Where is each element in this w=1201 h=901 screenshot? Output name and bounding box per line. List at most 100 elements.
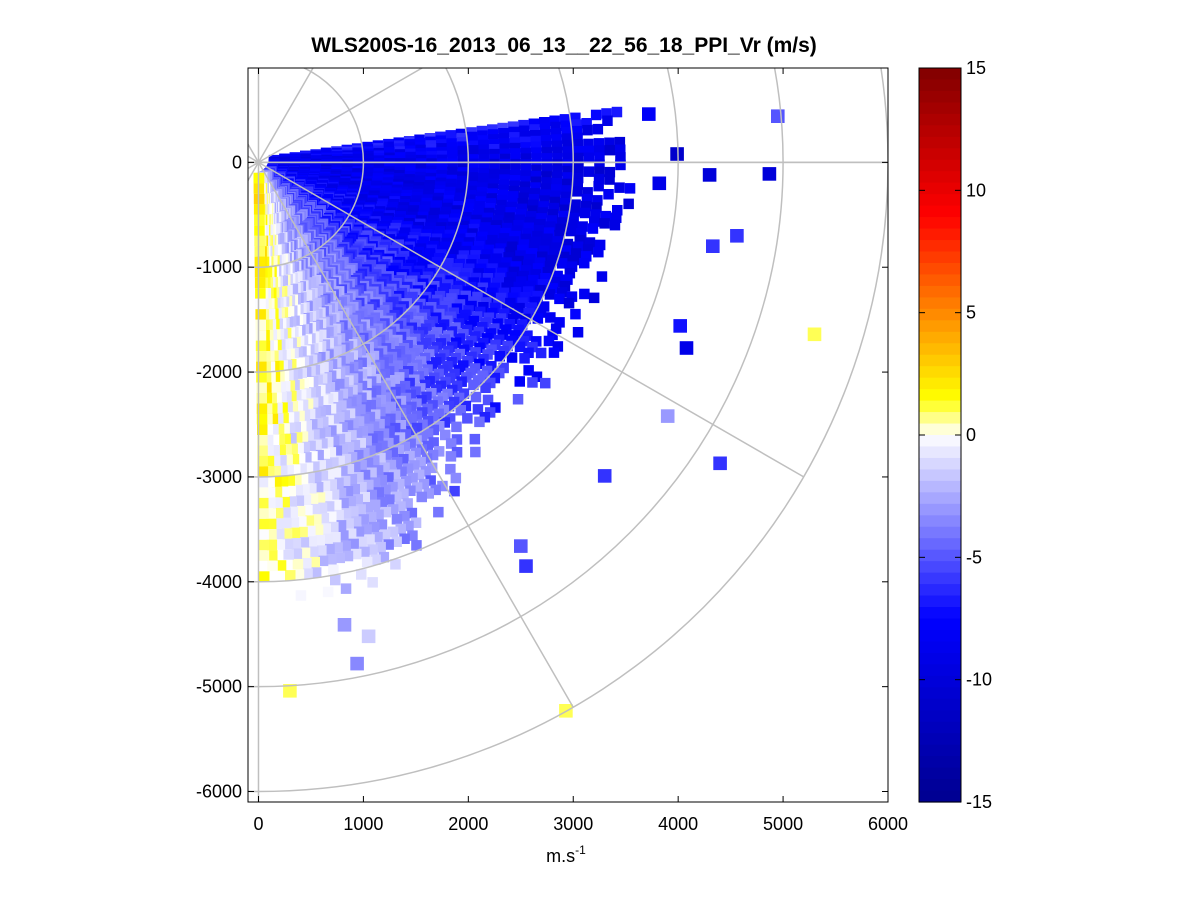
velocity-cell [508,266,520,278]
velocity-cell [561,126,572,138]
velocity-cell [310,567,322,578]
velocity-cell [583,145,594,157]
velocity-cell [262,413,273,425]
velocity-cell [517,198,529,209]
velocity-cell [294,453,306,464]
velocity-cell [317,438,328,449]
colorbar-segment [919,262,961,276]
velocity-cell [370,554,381,565]
velocity-cell [559,280,571,292]
velocity-cell [445,438,457,449]
velocity-cell [353,416,365,427]
isolated-return-cell [337,618,352,632]
isolated-return-cell [771,109,785,123]
velocity-cell [395,501,406,512]
x-tick-label: 6000 [868,814,908,834]
velocity-cell [592,195,603,206]
velocity-cell [420,466,431,477]
velocity-cell [345,528,357,539]
velocity-cell [406,413,417,425]
velocity-cell [562,139,573,151]
y-tick-label: -5000 [196,677,242,697]
velocity-cell [385,413,396,425]
colorbar-segment [919,331,961,344]
colorbar-segment [919,182,961,195]
velocity-cell [373,431,384,442]
isolated-return-cell [361,629,376,644]
velocity-cell [306,483,317,494]
velocity-cell [562,146,574,157]
velocity-cell [289,411,300,422]
velocity-cell [314,428,326,439]
velocity-cell [343,518,354,529]
velocity-cell [505,207,516,218]
velocity-cell [379,462,390,473]
velocity-cell [542,267,554,278]
colorbar-segment [919,366,961,379]
velocity-cell [384,494,395,505]
velocity-cell [512,394,524,405]
velocity-cell [299,409,311,421]
velocity-cell [353,472,364,483]
velocity-cell [330,574,341,586]
velocity-cell [290,421,301,433]
velocity-cell [615,152,626,163]
velocity-cell [479,412,491,423]
velocity-cell [276,455,287,466]
velocity-cell [410,447,421,459]
velocity-cell [522,228,533,239]
velocity-cell [535,219,546,230]
velocity-cell [550,323,562,334]
velocity-cell [518,336,529,347]
velocity-cell [269,445,280,456]
y-tick-label: -2000 [196,362,242,382]
velocity-cell [609,219,621,231]
velocity-cell [343,463,355,475]
velocity-cell [561,185,572,196]
velocity-cell [572,327,584,338]
velocity-cell [534,257,546,268]
velocity-cell [334,433,346,445]
velocity-cell [395,407,407,419]
x-tick-label: 3000 [553,814,593,834]
velocity-cell [540,377,551,389]
velocity-cell [542,233,553,244]
velocity-cell [614,182,625,193]
velocity-cell [535,347,547,359]
velocity-cell [525,280,537,292]
velocity-cell [266,539,278,551]
velocity-cell [399,533,410,544]
velocity-cell [293,495,305,506]
velocity-cell [254,225,265,236]
velocity-cell [513,281,524,293]
velocity-cell [334,552,345,564]
velocity-cell [318,416,329,428]
velocity-cell [256,414,268,425]
isolated-return-cell [514,539,528,553]
velocity-cell [343,442,355,453]
velocity-cell [538,245,550,256]
velocity-cell [444,413,456,424]
velocity-cell [545,312,556,323]
velocity-cell [285,570,296,581]
velocity-cell [455,405,466,416]
azimuth-line [248,155,259,164]
velocity-cell [331,445,343,456]
colorbar-segment [919,756,961,769]
velocity-cell [402,498,413,509]
velocity-cell [509,180,520,191]
velocity-cell [321,458,333,470]
velocity-cell [581,118,592,129]
velocity-cell [440,429,451,441]
velocity-cell [255,309,266,320]
velocity-cell [526,302,537,313]
velocity-cell [279,423,290,434]
velocity-cell [573,152,584,164]
velocity-cell [417,407,428,418]
velocity-cell [351,428,363,439]
velocity-cell [507,121,519,132]
velocity-cell [559,204,570,215]
velocity-cell [332,542,343,553]
colorbar-segment [919,469,961,482]
velocity-cell [554,317,565,328]
